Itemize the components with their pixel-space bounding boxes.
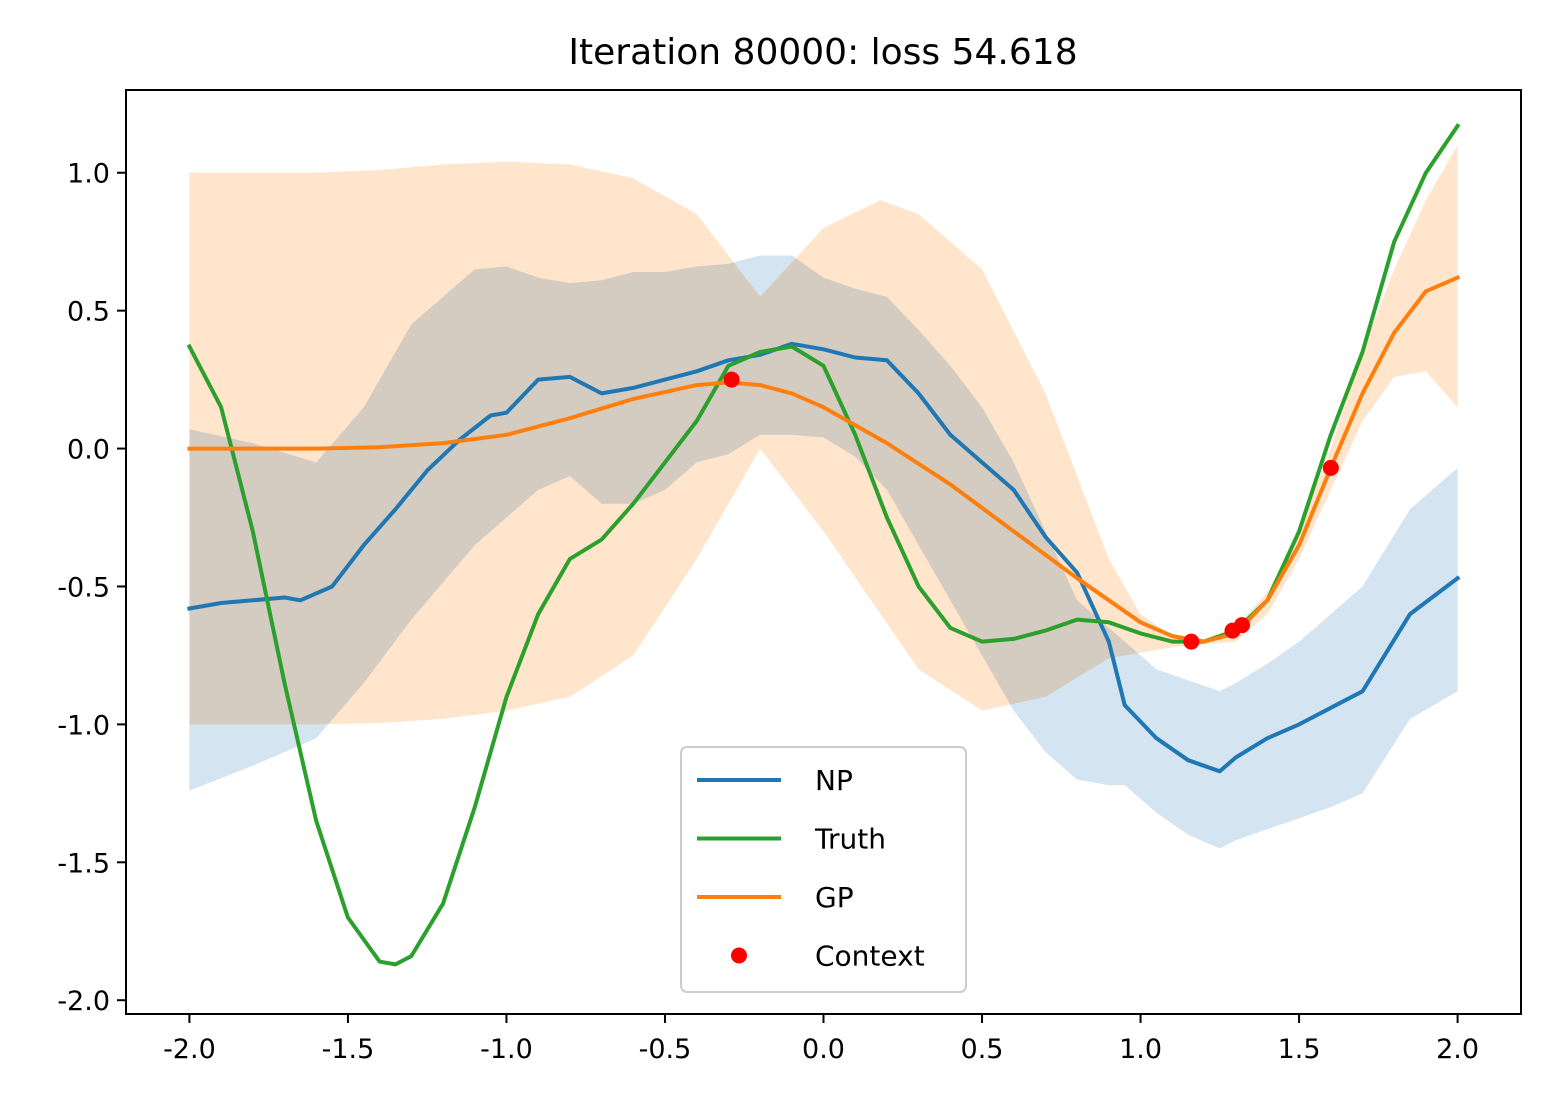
y-tick-label: 1.0 xyxy=(67,159,110,190)
legend-label-context: Context xyxy=(815,940,925,973)
y-tick-label: -0.5 xyxy=(57,572,110,603)
x-tick-label: 2.0 xyxy=(1436,1034,1479,1065)
legend-label-gp: GP xyxy=(815,881,854,914)
series-line-gp xyxy=(187,274,1461,644)
y-tick-label: -2.0 xyxy=(57,986,110,1017)
legend-swatch-context xyxy=(731,947,747,964)
y-tick-label: -1.0 xyxy=(57,710,110,741)
legend: NP Truth GP Context xyxy=(680,746,967,993)
y-tick-label: 0.5 xyxy=(67,297,110,328)
x-tick-label: 0.5 xyxy=(961,1034,1004,1065)
x-tick-label: 1.0 xyxy=(1119,1034,1162,1065)
context-points-layer xyxy=(723,371,1339,650)
x-tick-label: -0.5 xyxy=(639,1034,692,1065)
context-point xyxy=(1322,459,1339,476)
x-axis: -2.0 -1.5 -1.0 -0.5 0.0 0.5 1.0 1.5 2.0 xyxy=(163,1014,1479,1065)
context-point xyxy=(1183,633,1200,650)
context-point xyxy=(723,371,740,388)
x-tick-label: 1.5 xyxy=(1278,1034,1321,1065)
chart-title: Iteration 80000: loss 54.618 xyxy=(568,32,1077,73)
band-layer xyxy=(189,145,1458,849)
context-point xyxy=(1234,617,1250,634)
series-line-np xyxy=(187,341,1461,774)
y-tick-label: -1.5 xyxy=(57,848,110,879)
y-axis: 1.0 0.5 0.0 -0.5 -1.0 -1.5 -2.0 xyxy=(57,159,126,1017)
legend-label-np: NP xyxy=(815,764,853,797)
y-tick-label: 0.0 xyxy=(67,435,110,466)
x-tick-label: -1.0 xyxy=(480,1034,533,1065)
x-tick-label: 0.0 xyxy=(802,1034,845,1065)
x-tick-label: -2.0 xyxy=(163,1034,216,1065)
legend-label-truth: Truth xyxy=(814,823,886,856)
legend-box xyxy=(680,746,967,993)
x-tick-label: -1.5 xyxy=(322,1034,375,1065)
band-np xyxy=(189,255,1458,849)
